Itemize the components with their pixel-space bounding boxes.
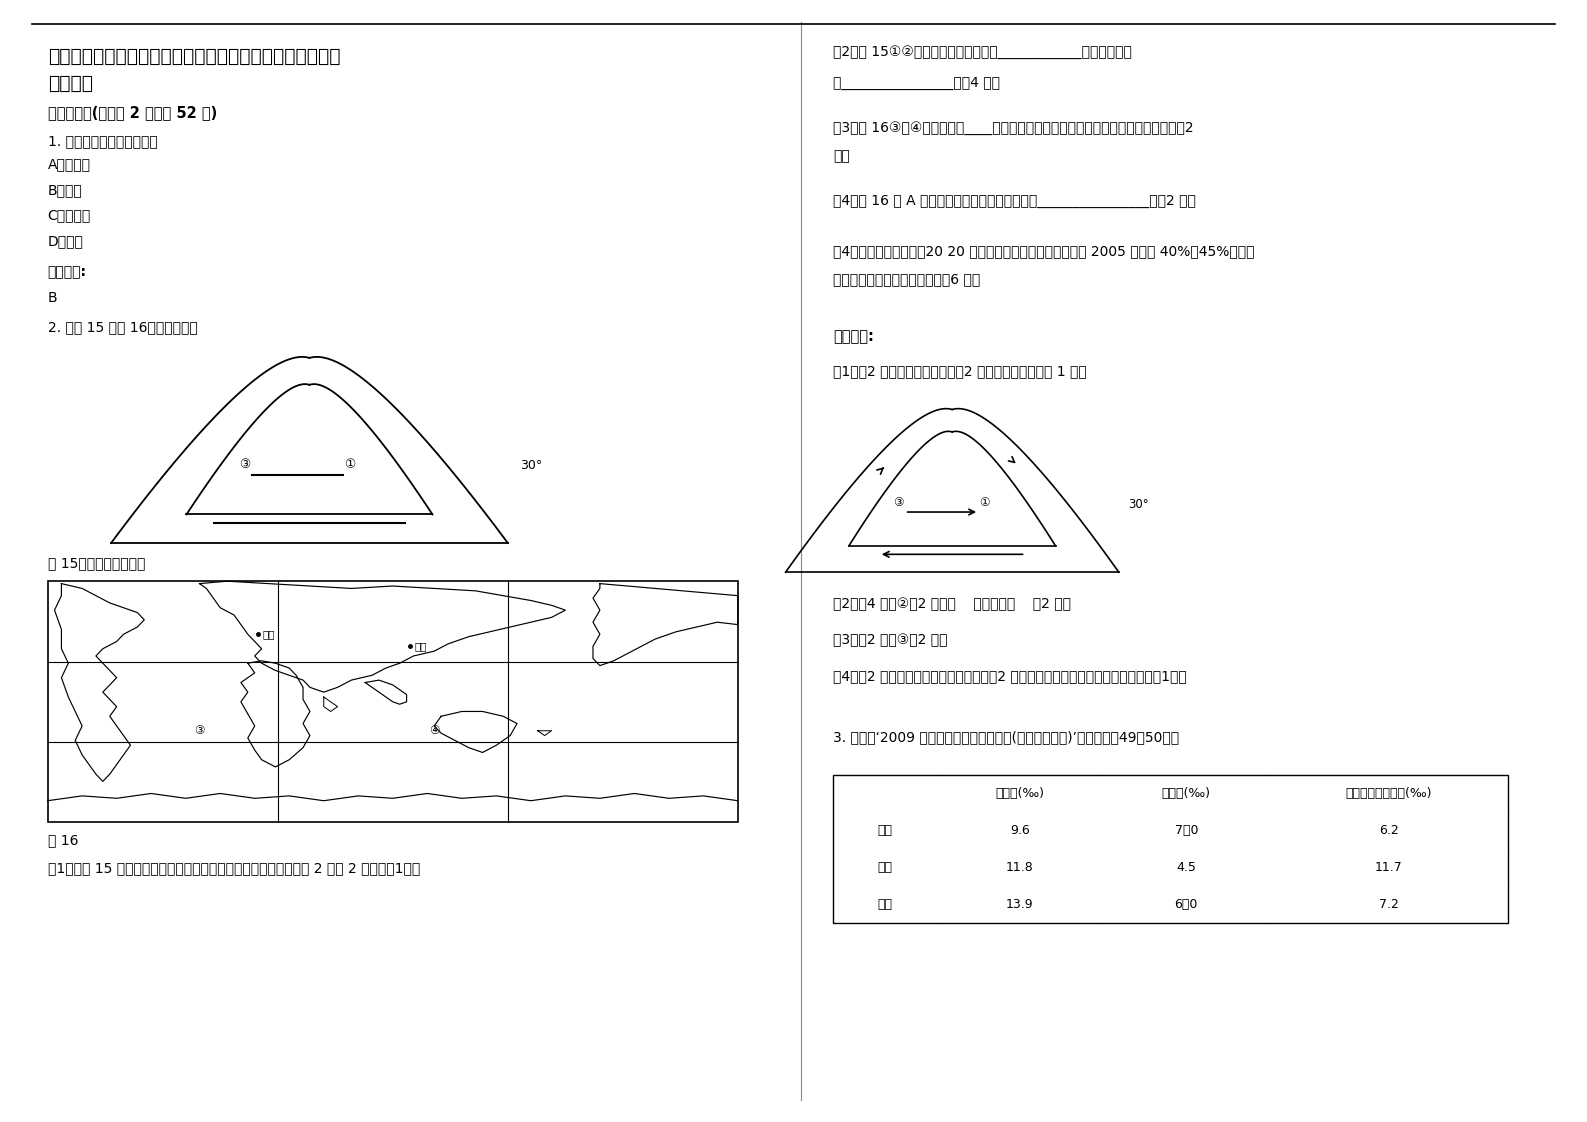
Text: （4）中国政府承诺，到20 20 年，中国二氧化碳排放强度要比 2005 年下降 40%到45%，请列: （4）中国政府承诺，到20 20 年，中国二氧化碳排放强度要比 2005 年下降…: [833, 245, 1255, 258]
Text: ①: ①: [979, 496, 990, 508]
Text: （3）图 16③、④两洋流中，____洋流对沿岐荒漠环境的形成起到了一定促进作用。（2: （3）图 16③、④两洋流中，____洋流对沿岐荒漠环境的形成起到了一定促进作用…: [833, 121, 1193, 135]
Text: A、花岗岩: A、花岗岩: [48, 157, 90, 171]
Text: 13.9: 13.9: [1006, 899, 1033, 911]
Text: 分）: 分）: [833, 149, 851, 163]
Text: 30°: 30°: [521, 459, 543, 472]
Bar: [833, 775, 1508, 923]
Text: （3）（2 分）③（2 分）: （3）（2 分）③（2 分）: [833, 633, 947, 646]
Text: 伦救: 伦救: [263, 629, 276, 640]
Text: 图 16: 图 16: [48, 834, 78, 847]
Text: 11.8: 11.8: [1006, 862, 1033, 874]
Text: （4）（2 分）气压带和风带的季节移动（2 分，如只写风带或气压带的季节移动，得1分）: （4）（2 分）气压带和风带的季节移动（2 分，如只写风带或气压带的季节移动，得…: [833, 669, 1187, 682]
Text: 11.7: 11.7: [1374, 862, 1403, 874]
Text: 1. 能够找到古生物化石的是: 1. 能够找到古生物化石的是: [48, 135, 157, 148]
Text: ①: ①: [344, 458, 355, 471]
Text: B、页岩: B、页岩: [48, 183, 83, 196]
Text: 3. 下表是‘2009 年我国部分省份人口资料(据国家统计局)’。读表完成49～50题。: 3. 下表是‘2009 年我国部分省份人口资料(据国家统计局)’。读表完成49～…: [833, 730, 1179, 744]
Text: 7．0: 7．0: [1174, 825, 1198, 837]
Text: （2）图 15①②海区能形成大渔场的是____________，其形成原因: （2）图 15①②海区能形成大渔场的是____________，其形成原因: [833, 45, 1132, 58]
Text: （1）在图 15 中四条线段上添画箭头，完成大洋环流的流向。（共 2 分对 2 个箭头得1分）: （1）在图 15 中四条线段上添画箭头，完成大洋环流的流向。（共 2 分对 2 …: [48, 862, 421, 875]
Text: 广东: 广东: [878, 862, 892, 874]
Text: （2）（4 分）②（2 分）；    寒暖流交汇    （2 分）: （2）（4 分）②（2 分）； 寒暖流交汇 （2 分）: [833, 597, 1071, 610]
Text: 出生率(‰): 出生率(‰): [995, 788, 1044, 800]
Text: 上海: 上海: [414, 642, 427, 652]
Text: 是________________。（4 分）: 是________________。（4 分）: [833, 76, 1000, 90]
Text: 6．0: 6．0: [1174, 899, 1198, 911]
Text: 7.2: 7.2: [1379, 899, 1398, 911]
Text: 江苏: 江苏: [878, 825, 892, 837]
Text: （1）（2 分）箭头如右图所示（2 分，画对二个箭头得 1 分）: （1）（2 分）箭头如右图所示（2 分，画对二个箭头得 1 分）: [833, 365, 1087, 378]
Text: ③: ③: [893, 496, 903, 508]
Text: ③: ③: [194, 725, 205, 737]
Text: 参考答案:: 参考答案:: [833, 329, 874, 343]
Text: 一、选择题(每小题 2 分，共 52 分): 一、选择题(每小题 2 分，共 52 分): [48, 105, 217, 120]
Text: ③: ③: [240, 458, 251, 471]
Text: 30°: 30°: [1128, 498, 1149, 511]
Text: 图 15：洋流模式局部图: 图 15：洋流模式局部图: [48, 557, 144, 570]
Text: 北京鐵路分局鐵路职工子弟第三中学高一地理下学期期末试: 北京鐵路分局鐵路职工子弟第三中学高一地理下学期期末试: [48, 47, 340, 66]
Text: C、大理岩: C、大理岩: [48, 209, 90, 222]
Text: B: B: [48, 291, 57, 304]
Text: D、板岩: D、板岩: [48, 234, 84, 248]
Text: 题含解析: 题含解析: [48, 74, 92, 93]
Text: （4）图 16 中 A 半岛夏季风的形成的主在原因是________________。（2 分）: （4）图 16 中 A 半岛夏季风的形成的主在原因是______________…: [833, 194, 1197, 208]
Text: 常住人口总增长率(‰): 常住人口总增长率(‰): [1346, 788, 1431, 800]
Text: 4.5: 4.5: [1176, 862, 1197, 874]
Text: 江西: 江西: [878, 899, 892, 911]
Bar: [48, 581, 738, 822]
Text: 参考答案:: 参考答案:: [48, 265, 87, 278]
Text: 举实现这一目标的主要措施。（6 分）: 举实现这一目标的主要措施。（6 分）: [833, 273, 981, 286]
Text: 9.6: 9.6: [1009, 825, 1030, 837]
Text: 2. 读图 15 和图 16，回答问题。: 2. 读图 15 和图 16，回答问题。: [48, 320, 197, 333]
Text: ④: ④: [428, 725, 440, 737]
Text: 6.2: 6.2: [1379, 825, 1398, 837]
Text: 死亡率(‰): 死亡率(‰): [1162, 788, 1211, 800]
